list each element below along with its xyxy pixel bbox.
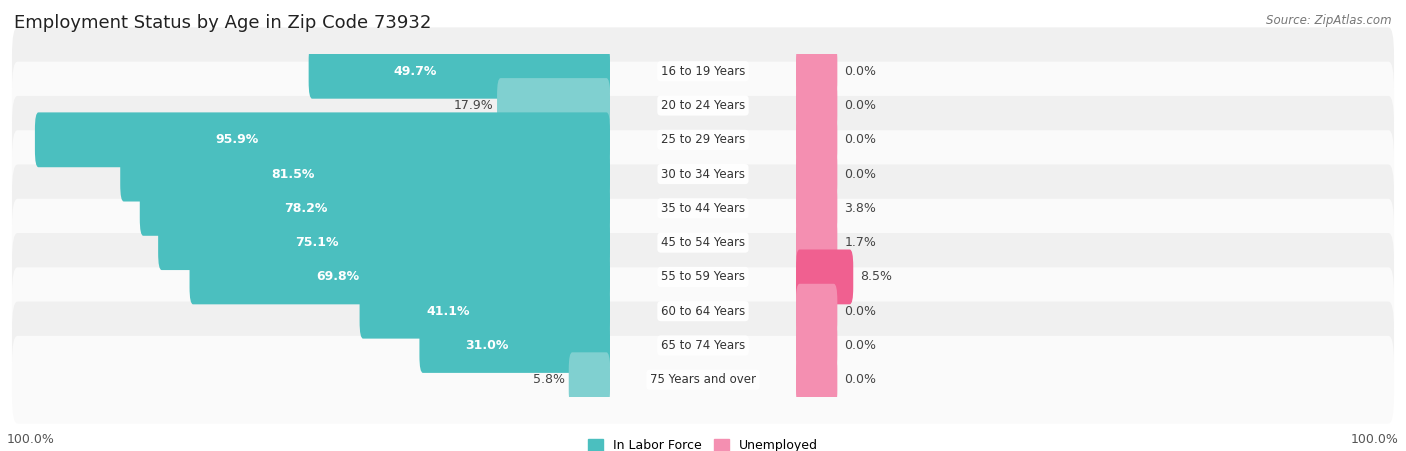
Text: 35 to 44 Years: 35 to 44 Years xyxy=(661,202,745,215)
FancyBboxPatch shape xyxy=(419,318,610,373)
Text: 3.8%: 3.8% xyxy=(844,202,876,215)
Text: Source: ZipAtlas.com: Source: ZipAtlas.com xyxy=(1267,14,1392,27)
Text: 69.8%: 69.8% xyxy=(316,271,360,283)
FancyBboxPatch shape xyxy=(796,78,838,133)
FancyBboxPatch shape xyxy=(13,62,1393,149)
FancyBboxPatch shape xyxy=(796,215,838,270)
Text: 55 to 59 Years: 55 to 59 Years xyxy=(661,271,745,283)
Text: 0.0%: 0.0% xyxy=(844,99,876,112)
Text: 1.7%: 1.7% xyxy=(844,236,876,249)
Text: 25 to 29 Years: 25 to 29 Years xyxy=(661,133,745,146)
Text: 100.0%: 100.0% xyxy=(1351,433,1399,446)
Text: 49.7%: 49.7% xyxy=(394,65,437,78)
FancyBboxPatch shape xyxy=(35,112,610,167)
Text: 81.5%: 81.5% xyxy=(271,168,315,180)
Text: 0.0%: 0.0% xyxy=(844,65,876,78)
Text: 45 to 54 Years: 45 to 54 Years xyxy=(661,236,745,249)
Text: 0.0%: 0.0% xyxy=(844,305,876,318)
Text: 0.0%: 0.0% xyxy=(844,373,876,386)
FancyBboxPatch shape xyxy=(13,267,1393,355)
Text: Employment Status by Age in Zip Code 73932: Employment Status by Age in Zip Code 739… xyxy=(14,14,432,32)
FancyBboxPatch shape xyxy=(13,130,1393,218)
Text: 5.8%: 5.8% xyxy=(533,373,565,386)
FancyBboxPatch shape xyxy=(121,147,610,202)
Text: 0.0%: 0.0% xyxy=(844,339,876,352)
FancyBboxPatch shape xyxy=(796,249,853,304)
Text: 65 to 74 Years: 65 to 74 Years xyxy=(661,339,745,352)
Text: 60 to 64 Years: 60 to 64 Years xyxy=(661,305,745,318)
FancyBboxPatch shape xyxy=(190,249,610,304)
FancyBboxPatch shape xyxy=(13,336,1393,423)
Text: 75.1%: 75.1% xyxy=(295,236,339,249)
Text: 17.9%: 17.9% xyxy=(454,99,494,112)
Text: 0.0%: 0.0% xyxy=(844,133,876,146)
FancyBboxPatch shape xyxy=(13,233,1393,321)
Text: 100.0%: 100.0% xyxy=(7,433,55,446)
FancyBboxPatch shape xyxy=(139,181,610,236)
FancyBboxPatch shape xyxy=(796,352,838,407)
FancyBboxPatch shape xyxy=(796,147,838,202)
FancyBboxPatch shape xyxy=(157,215,610,270)
FancyBboxPatch shape xyxy=(13,28,1393,115)
FancyBboxPatch shape xyxy=(796,318,838,373)
FancyBboxPatch shape xyxy=(360,284,610,339)
Text: 78.2%: 78.2% xyxy=(284,202,328,215)
FancyBboxPatch shape xyxy=(796,44,838,99)
FancyBboxPatch shape xyxy=(796,181,838,236)
Text: 41.1%: 41.1% xyxy=(426,305,470,318)
FancyBboxPatch shape xyxy=(498,78,610,133)
Legend: In Labor Force, Unemployed: In Labor Force, Unemployed xyxy=(588,439,818,451)
FancyBboxPatch shape xyxy=(13,302,1393,389)
Text: 0.0%: 0.0% xyxy=(844,168,876,180)
FancyBboxPatch shape xyxy=(13,199,1393,286)
FancyBboxPatch shape xyxy=(796,112,838,167)
Text: 31.0%: 31.0% xyxy=(465,339,509,352)
FancyBboxPatch shape xyxy=(796,284,838,339)
Text: 20 to 24 Years: 20 to 24 Years xyxy=(661,99,745,112)
Text: 75 Years and over: 75 Years and over xyxy=(650,373,756,386)
Text: 8.5%: 8.5% xyxy=(860,271,893,283)
FancyBboxPatch shape xyxy=(569,352,610,407)
FancyBboxPatch shape xyxy=(13,96,1393,184)
Text: 30 to 34 Years: 30 to 34 Years xyxy=(661,168,745,180)
FancyBboxPatch shape xyxy=(13,165,1393,252)
Text: 95.9%: 95.9% xyxy=(215,133,259,146)
Text: 16 to 19 Years: 16 to 19 Years xyxy=(661,65,745,78)
FancyBboxPatch shape xyxy=(309,44,610,99)
